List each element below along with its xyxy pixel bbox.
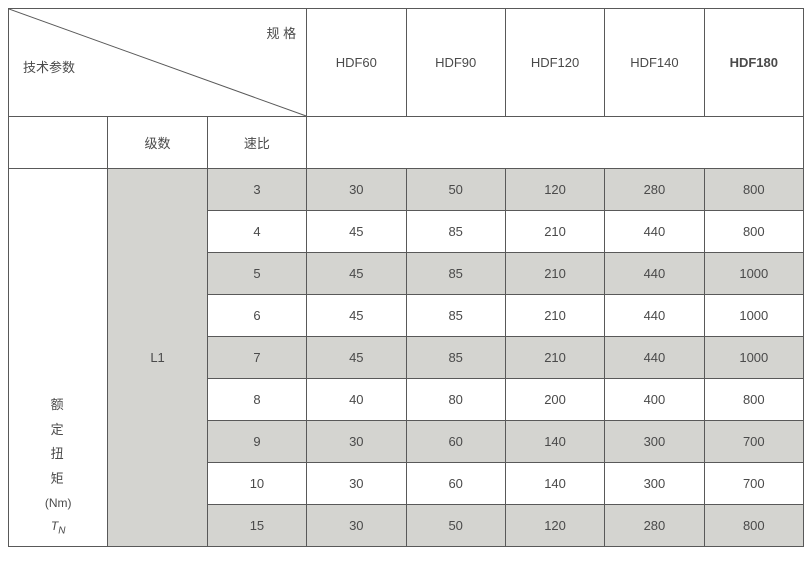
ratio-cell: 5 (207, 253, 306, 295)
col-model-0: HDF60 (307, 9, 406, 117)
value-cell: 30 (307, 505, 406, 547)
value-cell: 50 (406, 169, 505, 211)
row-label-torque: 额定扭矩(Nm)TN (9, 169, 108, 547)
value-cell: 85 (406, 253, 505, 295)
col-model-1: HDF90 (406, 9, 505, 117)
value-cell: 440 (605, 295, 704, 337)
value-cell: 400 (605, 379, 704, 421)
value-cell: 700 (704, 421, 803, 463)
value-cell: 800 (704, 169, 803, 211)
col-model-4: HDF180 (704, 9, 803, 117)
ratio-cell: 15 (207, 505, 306, 547)
value-cell: 800 (704, 211, 803, 253)
ratio-cell: 10 (207, 463, 306, 505)
value-cell: 85 (406, 337, 505, 379)
value-cell: 440 (605, 253, 704, 295)
diag-label-spec: 规 格 (267, 23, 297, 42)
value-cell: 300 (605, 463, 704, 505)
header-stage: 级数 (108, 117, 207, 169)
value-cell: 1000 (704, 253, 803, 295)
value-cell: 440 (605, 211, 704, 253)
value-cell: 210 (505, 253, 604, 295)
value-cell: 300 (605, 421, 704, 463)
value-cell: 140 (505, 463, 604, 505)
value-cell: 60 (406, 421, 505, 463)
value-cell: 700 (704, 463, 803, 505)
value-cell: 210 (505, 337, 604, 379)
value-cell: 210 (505, 295, 604, 337)
value-cell: 140 (505, 421, 604, 463)
header-blank (9, 117, 108, 169)
value-cell: 45 (307, 295, 406, 337)
value-cell: 60 (406, 463, 505, 505)
value-cell: 30 (307, 421, 406, 463)
col-model-2: HDF120 (505, 9, 604, 117)
value-cell: 85 (406, 211, 505, 253)
ratio-cell: 9 (207, 421, 306, 463)
diag-label-param: 技术参数 (23, 57, 75, 76)
header-ratio: 速比 (207, 117, 306, 169)
ratio-cell: 8 (207, 379, 306, 421)
value-cell: 30 (307, 169, 406, 211)
row-label-text: 额定扭矩(Nm)TN (9, 393, 107, 540)
ratio-cell: 4 (207, 211, 306, 253)
value-cell: 45 (307, 211, 406, 253)
value-cell: 45 (307, 253, 406, 295)
spec-table-wrap: 规 格 技术参数 HDF60 HDF90 HDF120 HDF140 HDF18… (8, 8, 804, 547)
value-cell: 200 (505, 379, 604, 421)
value-cell: 800 (704, 505, 803, 547)
value-cell: 280 (605, 505, 704, 547)
spec-table: 规 格 技术参数 HDF60 HDF90 HDF120 HDF140 HDF18… (8, 8, 804, 547)
value-cell: 440 (605, 337, 704, 379)
value-cell: 800 (704, 379, 803, 421)
table-row: 额定扭矩(Nm)TNL133050120280800 (9, 169, 804, 211)
value-cell: 1000 (704, 337, 803, 379)
value-cell: 120 (505, 169, 604, 211)
ratio-cell: 7 (207, 337, 306, 379)
value-cell: 50 (406, 505, 505, 547)
header-blank-span (307, 117, 804, 169)
value-cell: 1000 (704, 295, 803, 337)
value-cell: 210 (505, 211, 604, 253)
stage-cell: L1 (108, 169, 207, 547)
col-model-3: HDF140 (605, 9, 704, 117)
value-cell: 30 (307, 463, 406, 505)
value-cell: 45 (307, 337, 406, 379)
ratio-cell: 6 (207, 295, 306, 337)
value-cell: 85 (406, 295, 505, 337)
header-row-2: 级数 速比 (9, 117, 804, 169)
value-cell: 80 (406, 379, 505, 421)
value-cell: 280 (605, 169, 704, 211)
value-cell: 40 (307, 379, 406, 421)
diagonal-header-cell: 规 格 技术参数 (9, 9, 307, 117)
ratio-cell: 3 (207, 169, 306, 211)
value-cell: 120 (505, 505, 604, 547)
